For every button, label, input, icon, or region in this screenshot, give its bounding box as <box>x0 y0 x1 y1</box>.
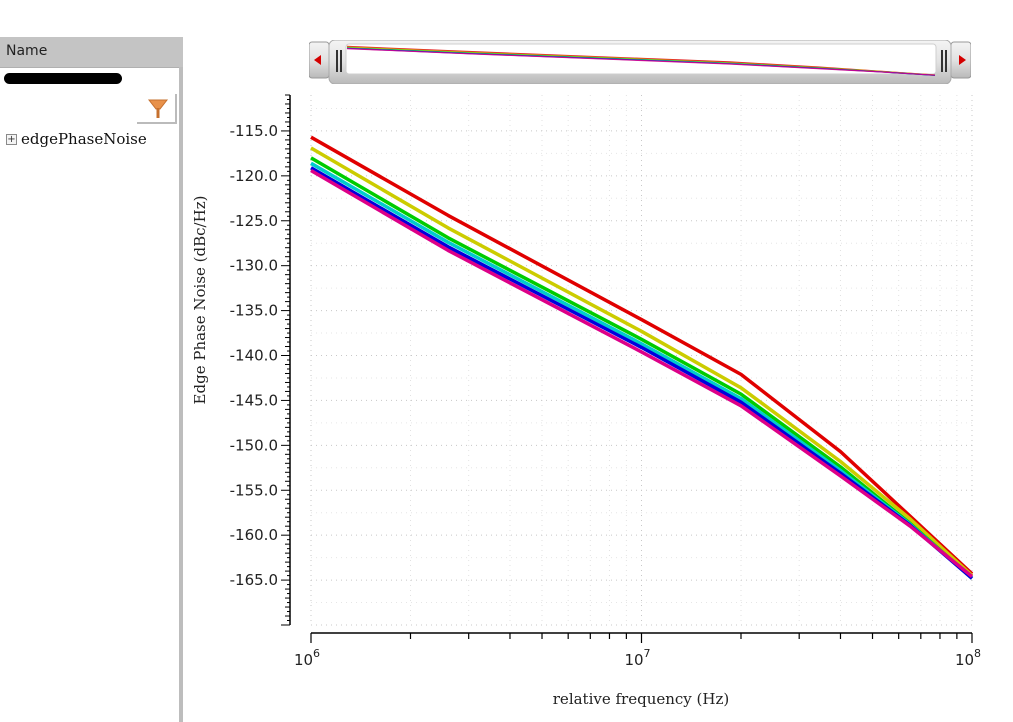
expand-icon[interactable]: + <box>6 133 17 145</box>
y-tick-label: -135.0 <box>230 302 278 320</box>
y-tick-label: -140.0 <box>230 347 278 365</box>
series-line-yellow <box>310 146 974 577</box>
curves <box>310 135 974 580</box>
tree-item-edgephasenoise[interactable]: + edgePhaseNoise <box>6 127 147 151</box>
y-tick-label: -165.0 <box>230 571 278 589</box>
overview-preview <box>346 45 936 76</box>
y-axis: -115.0 -120.0 -125.0 -130.0 -135.0 -140.0 -145… <box>230 94 291 626</box>
series-line-red <box>310 135 974 576</box>
series-line-cyan <box>310 161 974 580</box>
arrow-right-icon <box>959 55 966 65</box>
y-tick-label: -145.0 <box>230 391 278 409</box>
series-line-green <box>310 156 974 580</box>
y-tick-label: -125.0 <box>230 212 278 230</box>
x-tick-label: 108 <box>955 647 981 669</box>
y-axis-title: Edge Phase Noise (dBc/Hz) <box>191 196 209 405</box>
y-tick-label: -155.0 <box>230 481 278 499</box>
series-line-blue <box>310 166 974 580</box>
arrow-left-icon <box>314 55 321 65</box>
y-tick-label: -150.0 <box>230 436 278 454</box>
x-axis: 106 107 108 <box>294 632 981 669</box>
right-handle[interactable] <box>941 50 947 72</box>
x-tick-label: 107 <box>624 647 650 669</box>
overview-scrollbar[interactable] <box>309 40 971 84</box>
name-column-label: Name <box>6 43 48 59</box>
x-axis-title: relative frequency (Hz) <box>553 690 729 708</box>
overview-line-magenta <box>346 48 936 76</box>
name-column-header[interactable]: Name <box>0 37 183 68</box>
sidebar-splitter[interactable] <box>179 67 183 722</box>
y-tick-label: -130.0 <box>230 257 278 275</box>
y-tick-label: -120.0 <box>230 167 278 185</box>
x-tick-label: 106 <box>294 647 320 669</box>
left-handle[interactable] <box>336 50 342 72</box>
funnel-icon <box>147 99 169 118</box>
filter-button[interactable] <box>137 94 177 124</box>
sidebar: Name + edgePhaseNoise <box>0 37 183 722</box>
series-line-magenta <box>310 168 974 578</box>
y-tick-label: -115.0 <box>230 122 278 140</box>
tree-item-label: edgePhaseNoise <box>21 130 147 148</box>
search-input[interactable] <box>4 73 122 84</box>
y-tick-label: -160.0 <box>230 526 278 544</box>
grid <box>310 95 973 626</box>
